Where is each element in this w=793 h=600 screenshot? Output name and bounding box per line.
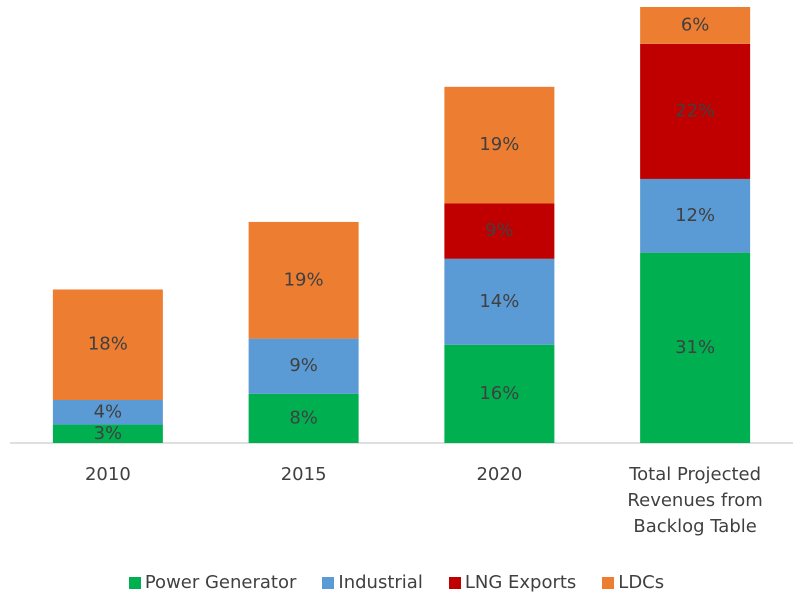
bar-segment [248,393,359,443]
legend-swatch [128,576,141,589]
data-label: 18% [88,334,128,355]
data-label: 19% [284,269,324,290]
legend-item: LNG Exports [448,572,577,593]
data-label: 22% [675,100,715,121]
data-label: 14% [479,291,519,312]
bar-segment [640,7,751,44]
bar-segment [444,86,555,204]
x-tick-label: 2015 [280,464,327,485]
legend-item: Power Generator [128,572,297,593]
x-tick-label: 2020 [476,464,523,485]
bar-segment [444,258,555,345]
legend-item: LDCs [602,572,664,593]
data-label: 9% [485,220,514,241]
legend-label: LNG Exports [464,572,577,593]
data-label: 19% [479,134,519,155]
legend-swatch [448,576,461,589]
bar-segment [248,338,359,394]
data-label: 12% [675,205,715,226]
legend-item: Industrial [322,572,423,593]
x-tick-label: Total Projected Revenues from Backlog Ta… [627,464,763,537]
legend: Power Generator Industrial LNG Exports LDCs [0,572,793,593]
bar-segment [640,178,751,253]
legend-swatch [602,576,615,589]
legend-label: LDCs [618,572,665,593]
data-label: 6% [681,14,710,35]
x-tick-label: 2010 [84,464,131,485]
data-label: 3% [94,423,123,444]
data-label: 9% [289,355,318,376]
data-label: 16% [479,383,519,404]
bar-segment [52,400,163,425]
legend-swatch [322,576,335,589]
data-label: 4% [94,401,123,422]
bar-segment [444,203,555,259]
legend-label: Industrial [338,572,423,593]
bar-segment [640,43,751,179]
bar-segment [444,344,555,443]
data-label: 31% [675,337,715,358]
bar-segment [52,289,163,401]
bar-segment [52,424,163,443]
legend-label: Power Generator [144,572,297,593]
data-label: 8% [289,407,318,428]
bar-segment [248,221,359,339]
bar-segment [640,252,751,443]
